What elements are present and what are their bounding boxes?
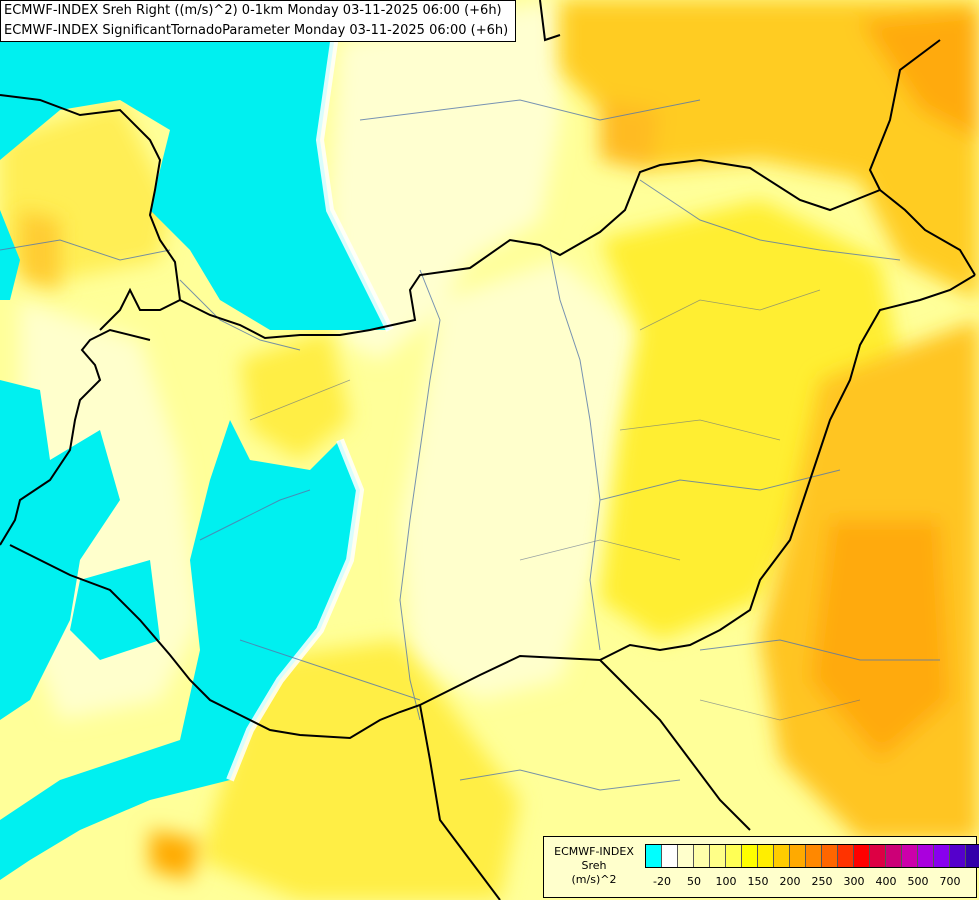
map-title-box: ECMWF-INDEX Sreh Right ((m/s)^2) 0-1km M… <box>0 0 516 42</box>
legend-color-bar <box>645 844 979 868</box>
legend-swatch <box>902 845 918 867</box>
legend-tick-labels: -20 50 100 150 200 250 300 400 500 700 <box>544 875 978 891</box>
legend-swatch <box>646 845 662 867</box>
legend-swatch <box>678 845 694 867</box>
map-title-line-1: ECMWF-INDEX Sreh Right ((m/s)^2) 0-1km M… <box>4 3 502 18</box>
legend-swatch <box>774 845 790 867</box>
legend-swatch <box>854 845 870 867</box>
legend-unit: (m/s)^2 <box>571 873 617 886</box>
field-cyan-regions <box>0 0 390 880</box>
legend-swatch <box>934 845 950 867</box>
legend-model: ECMWF-INDEX <box>554 845 634 858</box>
legend-tick-label: 500 <box>907 875 929 888</box>
legend-swatch <box>790 845 806 867</box>
field-white-rims <box>226 0 394 782</box>
legend-swatch <box>950 845 966 867</box>
legend-tick-label: 250 <box>811 875 833 888</box>
legend-tick-label: 700 <box>939 875 961 888</box>
legend-tick-label: 200 <box>779 875 801 888</box>
legend-swatch <box>870 845 886 867</box>
legend-swatch <box>726 845 742 867</box>
legend-swatch <box>822 845 838 867</box>
legend-swatch <box>742 845 758 867</box>
rivers <box>0 99 940 791</box>
legend-swatch <box>806 845 822 867</box>
legend-tick-label: 300 <box>843 875 865 888</box>
field-yellow-zones <box>0 100 900 900</box>
legend-swatch <box>886 845 902 867</box>
map-title-line-2: ECMWF-INDEX SignificantTornadoParameter … <box>4 23 509 38</box>
legend-swatch <box>710 845 726 867</box>
field-orange-zones <box>20 0 979 880</box>
legend-variable: Sreh <box>581 859 607 872</box>
legend-swatch <box>662 845 678 867</box>
legend-tick-label: 50 <box>687 875 701 888</box>
legend-label: ECMWF-INDEX Sreh (m/s)^2 <box>548 845 640 887</box>
legend-swatch <box>758 845 774 867</box>
legend-tick-label: 400 <box>875 875 897 888</box>
legend-swatch <box>838 845 854 867</box>
legend-tick-label: 100 <box>715 875 737 888</box>
legend-tick-label: -20 <box>653 875 671 888</box>
legend-swatch <box>966 845 979 867</box>
admin-lines <box>249 289 861 721</box>
legend-tick-label: 150 <box>747 875 769 888</box>
legend-swatch <box>918 845 934 867</box>
legend-swatch <box>694 845 710 867</box>
color-legend: ECMWF-INDEX Sreh (m/s)^2 -20 50 100 150 200 2… <box>543 836 979 898</box>
